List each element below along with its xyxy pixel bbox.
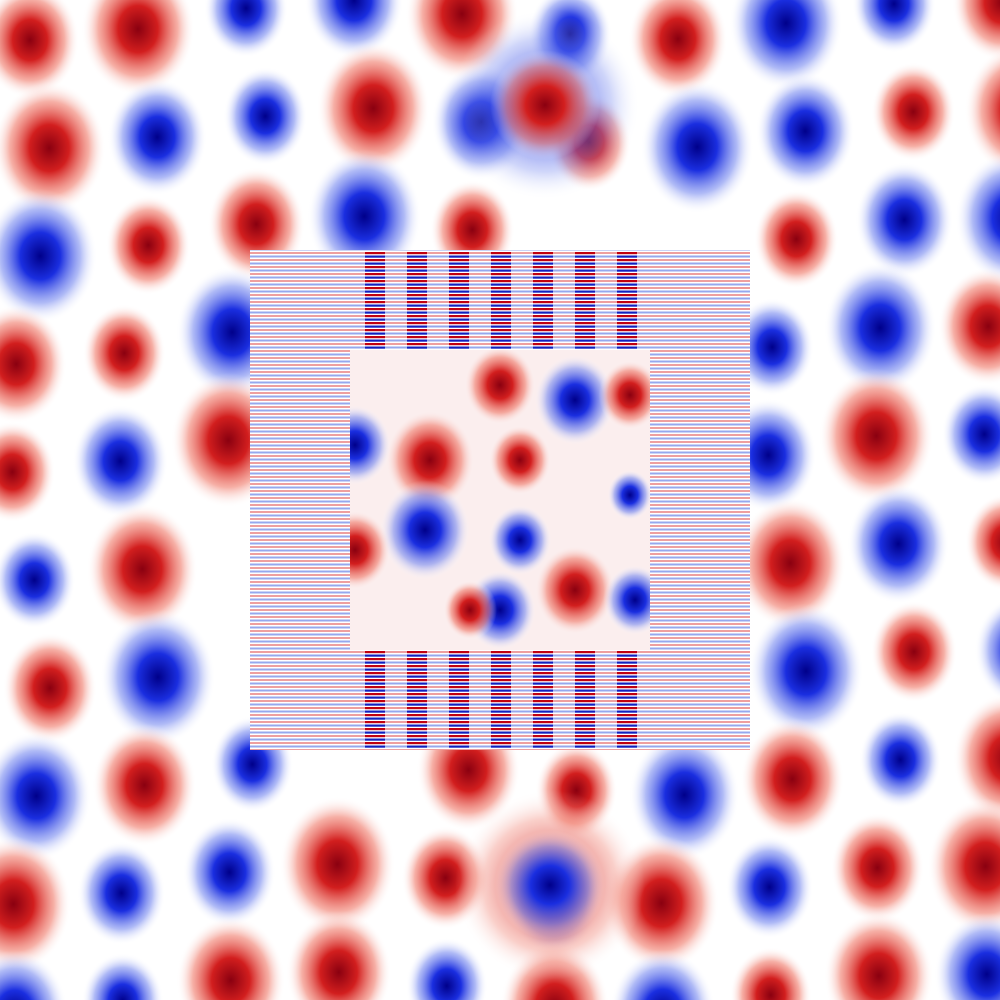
red-blob <box>86 503 198 635</box>
blue-blob <box>107 78 207 196</box>
red-blob <box>964 48 1000 172</box>
stripe-band <box>575 650 595 748</box>
blue-blob <box>0 188 98 324</box>
blue-blob <box>730 298 814 396</box>
inner-blob <box>603 565 650 635</box>
stripe-band <box>365 650 385 748</box>
blue-blob <box>974 600 1000 700</box>
blue-blob <box>183 817 276 927</box>
red-blob <box>0 421 56 523</box>
stripe-band <box>491 650 511 748</box>
blue-blob <box>725 835 814 939</box>
red-blob <box>81 0 195 96</box>
red-blob <box>279 796 396 933</box>
red-blob <box>628 0 728 98</box>
inner-blob <box>488 505 552 575</box>
blue-blob <box>77 841 166 945</box>
blue-blob <box>72 404 169 518</box>
blue-blob <box>824 261 937 394</box>
inner-blob <box>350 405 391 485</box>
red-blob <box>830 813 924 923</box>
blue-blob <box>855 162 954 278</box>
red-blob <box>0 836 72 972</box>
inner-blob <box>488 425 552 495</box>
blue-blob <box>748 603 864 739</box>
red-blob <box>953 694 1000 823</box>
stripe-band <box>407 252 427 350</box>
inner-blob <box>443 580 497 640</box>
blue-blob <box>729 0 843 90</box>
red-blob <box>105 195 191 295</box>
center-blob <box>490 50 600 160</box>
inner-blobs <box>350 350 650 650</box>
stripe-band <box>491 252 511 350</box>
red-blob <box>82 304 166 402</box>
blue-blob <box>629 730 740 860</box>
blue-blob <box>0 531 76 629</box>
red-blob <box>754 189 839 289</box>
stripe-band <box>449 252 469 350</box>
blue-blob <box>640 80 754 214</box>
stripe-band <box>407 650 427 748</box>
blue-blob <box>100 609 216 745</box>
inner-blob <box>598 360 650 430</box>
blue-blob <box>859 711 942 809</box>
red-blob <box>0 304 67 424</box>
inner-blob <box>534 545 616 635</box>
red-blob <box>871 62 956 162</box>
stripe-band <box>365 252 385 350</box>
red-blob <box>92 723 197 847</box>
red-blob <box>952 0 1000 61</box>
blue-blob <box>0 949 67 1000</box>
red-blob <box>824 911 934 1000</box>
blue-blob <box>611 949 715 1000</box>
red-blob <box>316 41 430 175</box>
inner-blob <box>380 480 470 580</box>
red-blob <box>176 916 286 1000</box>
red-blob <box>965 494 1000 591</box>
blue-blob <box>223 67 308 166</box>
blue-blob <box>755 72 855 190</box>
red-blob <box>927 798 1000 935</box>
blue-blob <box>847 483 950 604</box>
blue-blob <box>204 0 288 58</box>
red-blob <box>0 81 106 215</box>
blue-blob <box>307 149 422 284</box>
blue-blob <box>852 0 936 53</box>
red-blob <box>729 946 812 1000</box>
blue-blob <box>405 937 488 1000</box>
red-blob <box>870 601 958 703</box>
stripe-band <box>533 650 553 748</box>
stripe-bands <box>365 252 637 748</box>
blue-blob <box>934 912 1000 1000</box>
red-blob <box>938 267 1000 386</box>
blue-blob <box>81 953 164 1000</box>
inner-blob <box>534 355 616 445</box>
stripe-band <box>617 650 637 748</box>
stripe-band <box>533 252 553 350</box>
red-blob <box>0 0 80 98</box>
red-blob <box>286 910 392 1000</box>
red-blob <box>734 497 846 629</box>
inner-blob <box>607 470 650 520</box>
stripe-band <box>449 650 469 748</box>
red-blob <box>740 718 845 840</box>
inner-blob <box>350 510 391 590</box>
center-blob <box>495 830 605 940</box>
blue-blob <box>941 384 1000 485</box>
stripe-band <box>575 252 595 350</box>
stripe-band <box>617 252 637 350</box>
red-blob <box>3 632 97 744</box>
red-blob <box>819 368 934 504</box>
inner-blob <box>464 350 536 425</box>
blue-blob <box>955 152 1000 284</box>
blue-blob <box>0 731 92 861</box>
